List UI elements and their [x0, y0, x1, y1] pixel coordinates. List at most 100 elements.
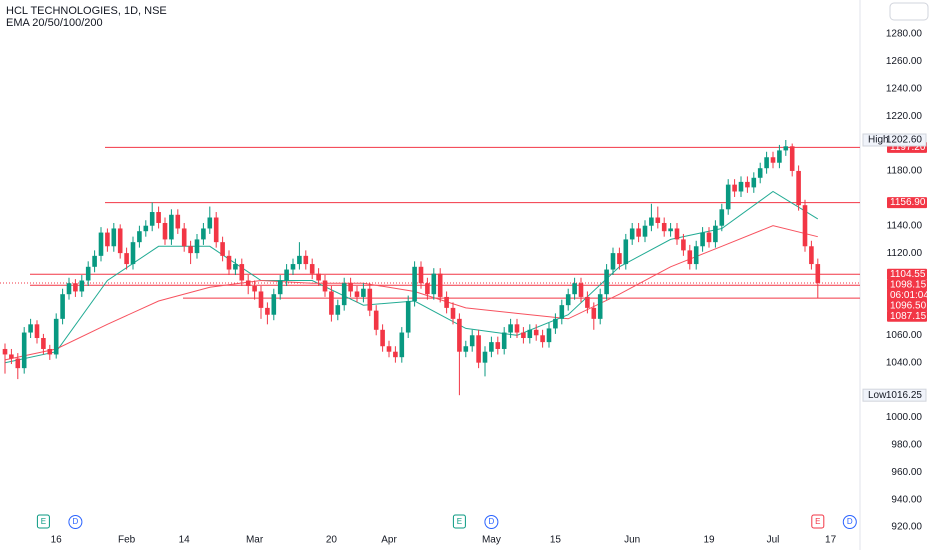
candle-body [130, 242, 136, 265]
price-tag-label: 1096.50 [890, 300, 927, 311]
candle-body [277, 280, 283, 295]
candle-body [2, 348, 8, 355]
candle-body [796, 170, 801, 206]
candle-body [463, 346, 469, 352]
candle-body [738, 181, 744, 192]
candle-body [393, 351, 398, 358]
candle-body [770, 157, 776, 163]
high-tag-text: High [868, 135, 889, 146]
candle-body [713, 225, 718, 243]
candle-body [476, 335, 481, 363]
candle-body [194, 239, 200, 254]
candle-body [597, 294, 603, 319]
candle-body [98, 232, 104, 256]
candle-body [239, 264, 245, 281]
event-badge [811, 514, 825, 529]
candle-body [565, 294, 571, 306]
candle-body [809, 246, 814, 265]
y-tick-label: 960.00 [891, 467, 922, 478]
candle-body [303, 255, 309, 265]
low-tag-text: Low [868, 390, 887, 401]
candle-body [681, 239, 686, 251]
candle-body [437, 273, 443, 297]
candle-body [380, 329, 385, 347]
high-tag-box [862, 133, 927, 147]
candle-body [226, 255, 232, 270]
low-tag-box [862, 388, 927, 402]
chart-title: HCL TECHNOLOGIES, 1D, NSE [6, 5, 167, 17]
candle-body [623, 239, 629, 265]
candle-body [233, 264, 238, 270]
candle-body [546, 328, 552, 343]
candle-body [693, 246, 699, 265]
candle-body [399, 332, 405, 358]
price-tag [887, 279, 927, 291]
candle-body [431, 273, 437, 295]
y-tick-label: 920.00 [891, 522, 922, 533]
candle-body [495, 342, 501, 349]
candle-body [610, 253, 616, 270]
candle-body [41, 338, 46, 349]
candle-body [649, 217, 654, 226]
candle-body [137, 231, 142, 243]
candle-body [297, 255, 302, 265]
x-tick-label: Feb [118, 535, 136, 546]
candle-body [361, 288, 366, 297]
settings-button[interactable] [889, 2, 929, 21]
candle-body [188, 246, 193, 254]
candle-body [751, 177, 757, 188]
candle-body [245, 280, 251, 286]
candle-body [418, 266, 424, 284]
candle-body [220, 242, 225, 256]
candle-body [85, 266, 91, 281]
candle-body [149, 212, 155, 226]
candle-body [284, 269, 289, 281]
event-label: E [41, 517, 46, 526]
candle-body [213, 217, 219, 243]
y-tick-label: 1060.00 [886, 330, 923, 341]
candle-body [815, 264, 821, 284]
candle-body [745, 181, 750, 188]
price-tag [887, 197, 927, 209]
x-tick-label: 16 [51, 535, 63, 546]
y-tick-label: 940.00 [891, 494, 922, 505]
candle-body [162, 222, 168, 240]
event-badge [452, 514, 466, 529]
event-badge [68, 515, 83, 529]
high-tag-value: 1202.60 [886, 135, 923, 146]
candle-body [783, 146, 789, 151]
candle-body [700, 232, 705, 247]
candle-body [53, 318, 59, 355]
y-tick-label: 1280.00 [886, 29, 923, 40]
candle-body [322, 280, 328, 292]
candle-body [668, 228, 673, 232]
candle-body [34, 324, 40, 339]
candle-body [9, 354, 14, 359]
candle-body [252, 285, 257, 292]
candle-body [725, 184, 731, 210]
candle-body [553, 318, 558, 329]
candle-body [73, 283, 78, 292]
x-tick-label: May [482, 535, 501, 546]
price-tag-label: 1104.55 [890, 269, 926, 280]
candle-body [66, 283, 72, 295]
candle-body [540, 335, 545, 343]
candle-body [719, 209, 725, 226]
x-tick-label: Jun [624, 535, 640, 546]
countdown-label: 06:01:04 [890, 290, 929, 301]
candle-body [508, 324, 513, 333]
candle-body [585, 296, 590, 308]
candle-body [578, 283, 584, 297]
candle-body [489, 342, 494, 352]
x-tick-label: 14 [179, 535, 191, 546]
candle-body [290, 264, 296, 270]
candle-body [265, 307, 270, 315]
candle-body [117, 228, 123, 254]
candle-body [687, 250, 693, 265]
x-tick-label: 19 [703, 535, 715, 546]
candle-body [207, 217, 213, 229]
candle-body [661, 222, 667, 232]
x-tick-label: 20 [326, 535, 338, 546]
